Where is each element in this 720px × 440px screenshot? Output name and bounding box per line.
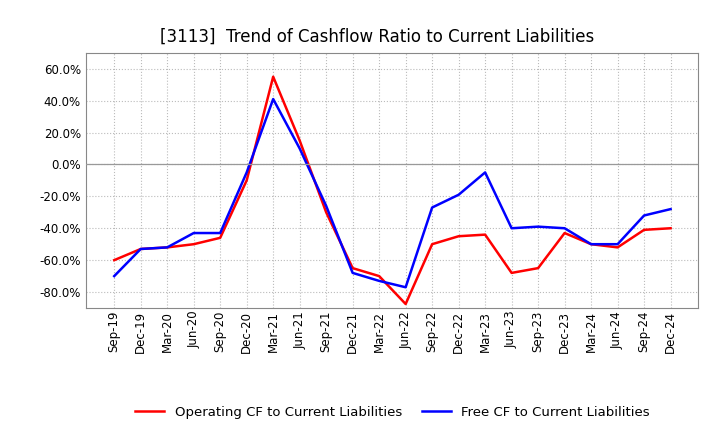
Free CF to Current Liabilities <box>163 245 171 250</box>
Text: [3113]  Trend of Cashflow Ratio to Current Liabilities: [3113] Trend of Cashflow Ratio to Curren… <box>160 28 594 46</box>
Free CF to Current Liabilities <box>481 170 490 175</box>
Operating CF to Current Liabilities <box>375 274 384 279</box>
Operating CF to Current Liabilities <box>640 227 649 232</box>
Operating CF to Current Liabilities <box>216 235 225 240</box>
Operating CF to Current Liabilities <box>534 265 542 271</box>
Free CF to Current Liabilities <box>216 231 225 236</box>
Operating CF to Current Liabilities <box>428 242 436 247</box>
Legend: Operating CF to Current Liabilities, Free CF to Current Liabilities: Operating CF to Current Liabilities, Fre… <box>130 400 655 424</box>
Free CF to Current Liabilities <box>560 226 569 231</box>
Operating CF to Current Liabilities <box>295 138 304 143</box>
Free CF to Current Liabilities <box>322 203 330 209</box>
Free CF to Current Liabilities <box>189 231 198 236</box>
Free CF to Current Liabilities <box>454 192 463 198</box>
Operating CF to Current Liabilities <box>189 242 198 247</box>
Free CF to Current Liabilities <box>534 224 542 229</box>
Free CF to Current Liabilities <box>613 242 622 247</box>
Operating CF to Current Liabilities <box>243 178 251 183</box>
Free CF to Current Liabilities <box>243 170 251 175</box>
Free CF to Current Liabilities <box>136 246 145 252</box>
Free CF to Current Liabilities <box>508 226 516 231</box>
Line: Operating CF to Current Liabilities: Operating CF to Current Liabilities <box>114 77 670 304</box>
Operating CF to Current Liabilities <box>163 245 171 250</box>
Operating CF to Current Liabilities <box>613 245 622 250</box>
Free CF to Current Liabilities <box>375 278 384 283</box>
Free CF to Current Liabilities <box>401 285 410 290</box>
Operating CF to Current Liabilities <box>348 265 357 271</box>
Operating CF to Current Liabilities <box>454 234 463 239</box>
Operating CF to Current Liabilities <box>560 231 569 236</box>
Free CF to Current Liabilities <box>348 270 357 275</box>
Free CF to Current Liabilities <box>640 213 649 218</box>
Operating CF to Current Liabilities <box>508 270 516 275</box>
Operating CF to Current Liabilities <box>136 246 145 252</box>
Operating CF to Current Liabilities <box>666 226 675 231</box>
Operating CF to Current Liabilities <box>269 74 277 79</box>
Free CF to Current Liabilities <box>666 206 675 212</box>
Free CF to Current Liabilities <box>269 96 277 102</box>
Operating CF to Current Liabilities <box>322 210 330 215</box>
Operating CF to Current Liabilities <box>110 257 119 263</box>
Line: Free CF to Current Liabilities: Free CF to Current Liabilities <box>114 99 670 287</box>
Free CF to Current Liabilities <box>428 205 436 210</box>
Free CF to Current Liabilities <box>110 274 119 279</box>
Free CF to Current Liabilities <box>587 242 595 247</box>
Free CF to Current Liabilities <box>295 146 304 151</box>
Operating CF to Current Liabilities <box>481 232 490 237</box>
Operating CF to Current Liabilities <box>587 242 595 247</box>
Operating CF to Current Liabilities <box>401 301 410 307</box>
